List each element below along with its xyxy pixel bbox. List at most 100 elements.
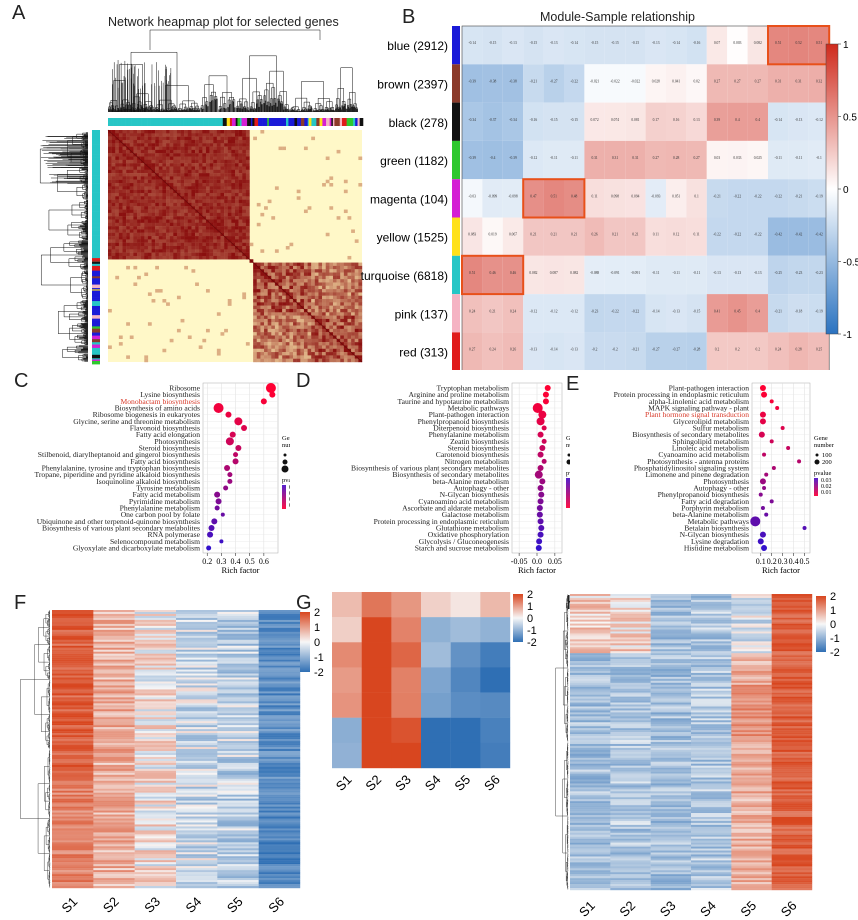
heatmap-cell	[731, 826, 772, 830]
heatmap-cell	[650, 781, 692, 784]
module-label: yellow (1525)	[377, 231, 448, 245]
heatmap-cell	[570, 801, 611, 804]
heatmap-cell	[52, 733, 94, 736]
heatmap-cell	[625, 179, 646, 218]
heatmap-cell	[176, 808, 218, 811]
enrichment-dot	[539, 445, 546, 451]
heatmap-cell	[771, 726, 813, 729]
heatmap-cell	[258, 625, 301, 629]
heatmap-cell	[176, 747, 218, 750]
heatmap-cell	[650, 643, 692, 646]
heatmap-cell	[691, 631, 732, 634]
heatmap-cell	[93, 780, 135, 783]
cell-value: 0.11	[653, 233, 659, 237]
heatmap-cell	[258, 747, 301, 750]
heatmap-cell	[134, 800, 177, 803]
heatmap-cell	[52, 756, 94, 760]
heatmap-cell	[570, 597, 611, 601]
heatmap-cell	[771, 653, 813, 656]
enrichment-dot	[214, 491, 221, 498]
heatmap-cell	[176, 876, 218, 879]
heatmap-cell	[217, 649, 259, 652]
enrichment-dot	[786, 446, 791, 450]
module-color-strip	[452, 332, 460, 370]
heatmap-cell	[731, 888, 772, 891]
heatmap-cell	[731, 663, 772, 666]
heatmap-cell	[650, 682, 692, 685]
heatmap-cell	[570, 880, 611, 883]
highlight-box	[461, 254, 525, 296]
heatmap-cell	[176, 729, 218, 732]
enrichment-dot	[769, 499, 774, 504]
heatmap-cell	[610, 672, 651, 676]
heatmap-cell	[134, 739, 177, 742]
heatmap-cell	[650, 864, 692, 867]
heatmap-cell	[523, 64, 544, 103]
heatmap-cell	[52, 703, 94, 706]
cell-value: -0.15	[530, 41, 538, 45]
heatmap-cell	[258, 697, 301, 700]
heatmap-cell	[570, 846, 611, 849]
heatmap-cell	[93, 852, 135, 855]
heatmap-cell	[731, 793, 772, 796]
heatmap-cell	[52, 860, 94, 863]
heatmap-cell	[480, 742, 511, 769]
heatmap-cell	[731, 882, 772, 885]
heatmap-cell	[650, 799, 692, 802]
pathway-label: Galactose metabolism	[442, 510, 509, 519]
heatmap-cell	[650, 728, 692, 731]
heatmap-cell	[93, 768, 135, 772]
heatmap-cell	[52, 663, 94, 666]
heatmap-cell	[52, 808, 94, 811]
enrichment-dot	[769, 399, 774, 404]
enrichment-dot	[537, 485, 544, 491]
heatmap-cell	[691, 759, 732, 762]
heatmap-cell	[691, 783, 732, 786]
heatmap-cell	[771, 724, 813, 727]
heatmap-cell	[176, 653, 218, 656]
cell-value: 0.52	[795, 41, 801, 45]
heatmap-cell	[52, 774, 94, 777]
heatmap-cell	[134, 848, 177, 851]
heatmap-cell	[650, 645, 692, 648]
heatmap-cell	[771, 696, 813, 699]
cell-value: -0.39	[468, 79, 476, 83]
heatmap-cell	[771, 840, 813, 843]
heatmap-cell	[217, 806, 259, 809]
enrichment-dot	[220, 512, 225, 517]
heatmap-cell	[258, 788, 301, 791]
heatmap-cell	[52, 610, 94, 613]
heatmap-cell	[134, 610, 177, 613]
heatmap-cell	[731, 864, 772, 867]
heatmap-cell	[391, 692, 422, 718]
heatmap-cell	[691, 712, 732, 715]
heatmap-cell	[771, 874, 813, 877]
heatmap-cell	[570, 862, 611, 865]
heatmap-cell	[217, 884, 259, 887]
heatmap-cell	[691, 599, 732, 603]
heatmap-cell	[691, 850, 732, 853]
heatmap-cell	[686, 255, 707, 295]
heatmap-cell	[176, 862, 218, 865]
heatmap-cell	[564, 140, 585, 180]
heatmap-cell	[52, 788, 94, 791]
heatmap-cell	[650, 738, 692, 741]
heatmap-cell	[52, 731, 94, 734]
legend-size-title: number	[282, 442, 290, 449]
heatmap-cell	[691, 747, 732, 751]
heatmap-cell	[650, 848, 692, 851]
heatmap-cell	[52, 842, 94, 845]
heatmap-cell	[176, 647, 218, 650]
heatmap-cell	[691, 816, 732, 820]
sample-label: S5	[451, 772, 473, 794]
heatmap-cell	[731, 763, 772, 766]
heatmap-cell	[570, 795, 611, 798]
heatmap-cell	[731, 805, 772, 808]
heatmap-cell	[134, 808, 177, 811]
heatmap-cell	[564, 64, 585, 103]
heatmap-cell	[134, 750, 177, 754]
heatmap-cell	[52, 886, 94, 889]
heatmap-cell	[134, 695, 177, 698]
heatmap-cell	[771, 651, 813, 654]
heatmap-cell	[217, 685, 259, 688]
